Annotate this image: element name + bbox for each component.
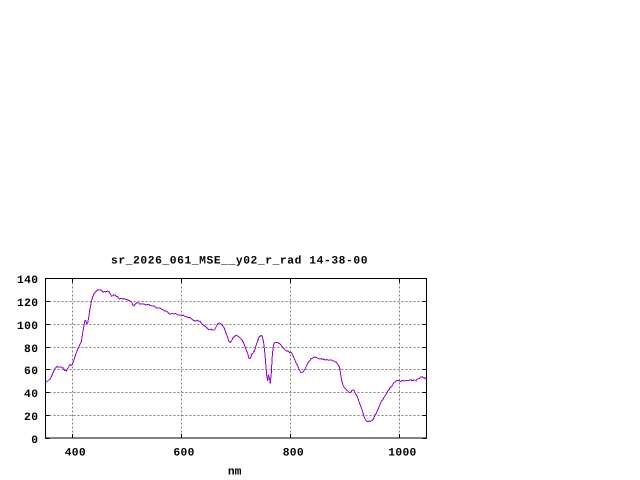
svg-text:80: 80	[24, 344, 38, 356]
svg-text:100: 100	[17, 321, 38, 333]
svg-text:20: 20	[24, 412, 38, 424]
svg-text:sr_2026_061_MSE__y02_r_rad 14-: sr_2026_061_MSE__y02_r_rad 14-38-00	[111, 255, 368, 268]
svg-text:600: 600	[173, 448, 194, 460]
svg-text:60: 60	[24, 366, 38, 378]
svg-text:1000: 1000	[388, 448, 416, 460]
svg-text:40: 40	[24, 389, 38, 401]
svg-text:140: 140	[17, 275, 38, 287]
svg-text:nm: nm	[228, 467, 242, 479]
svg-text:120: 120	[17, 298, 38, 310]
svg-text:800: 800	[283, 448, 304, 460]
svg-text:0: 0	[31, 435, 38, 447]
svg-text:400: 400	[65, 448, 86, 460]
